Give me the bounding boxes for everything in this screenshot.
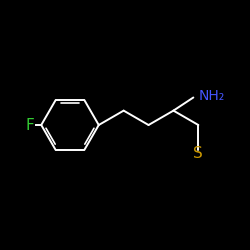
Text: F: F	[26, 118, 34, 132]
Text: S: S	[194, 146, 203, 161]
Text: NH₂: NH₂	[198, 89, 224, 103]
